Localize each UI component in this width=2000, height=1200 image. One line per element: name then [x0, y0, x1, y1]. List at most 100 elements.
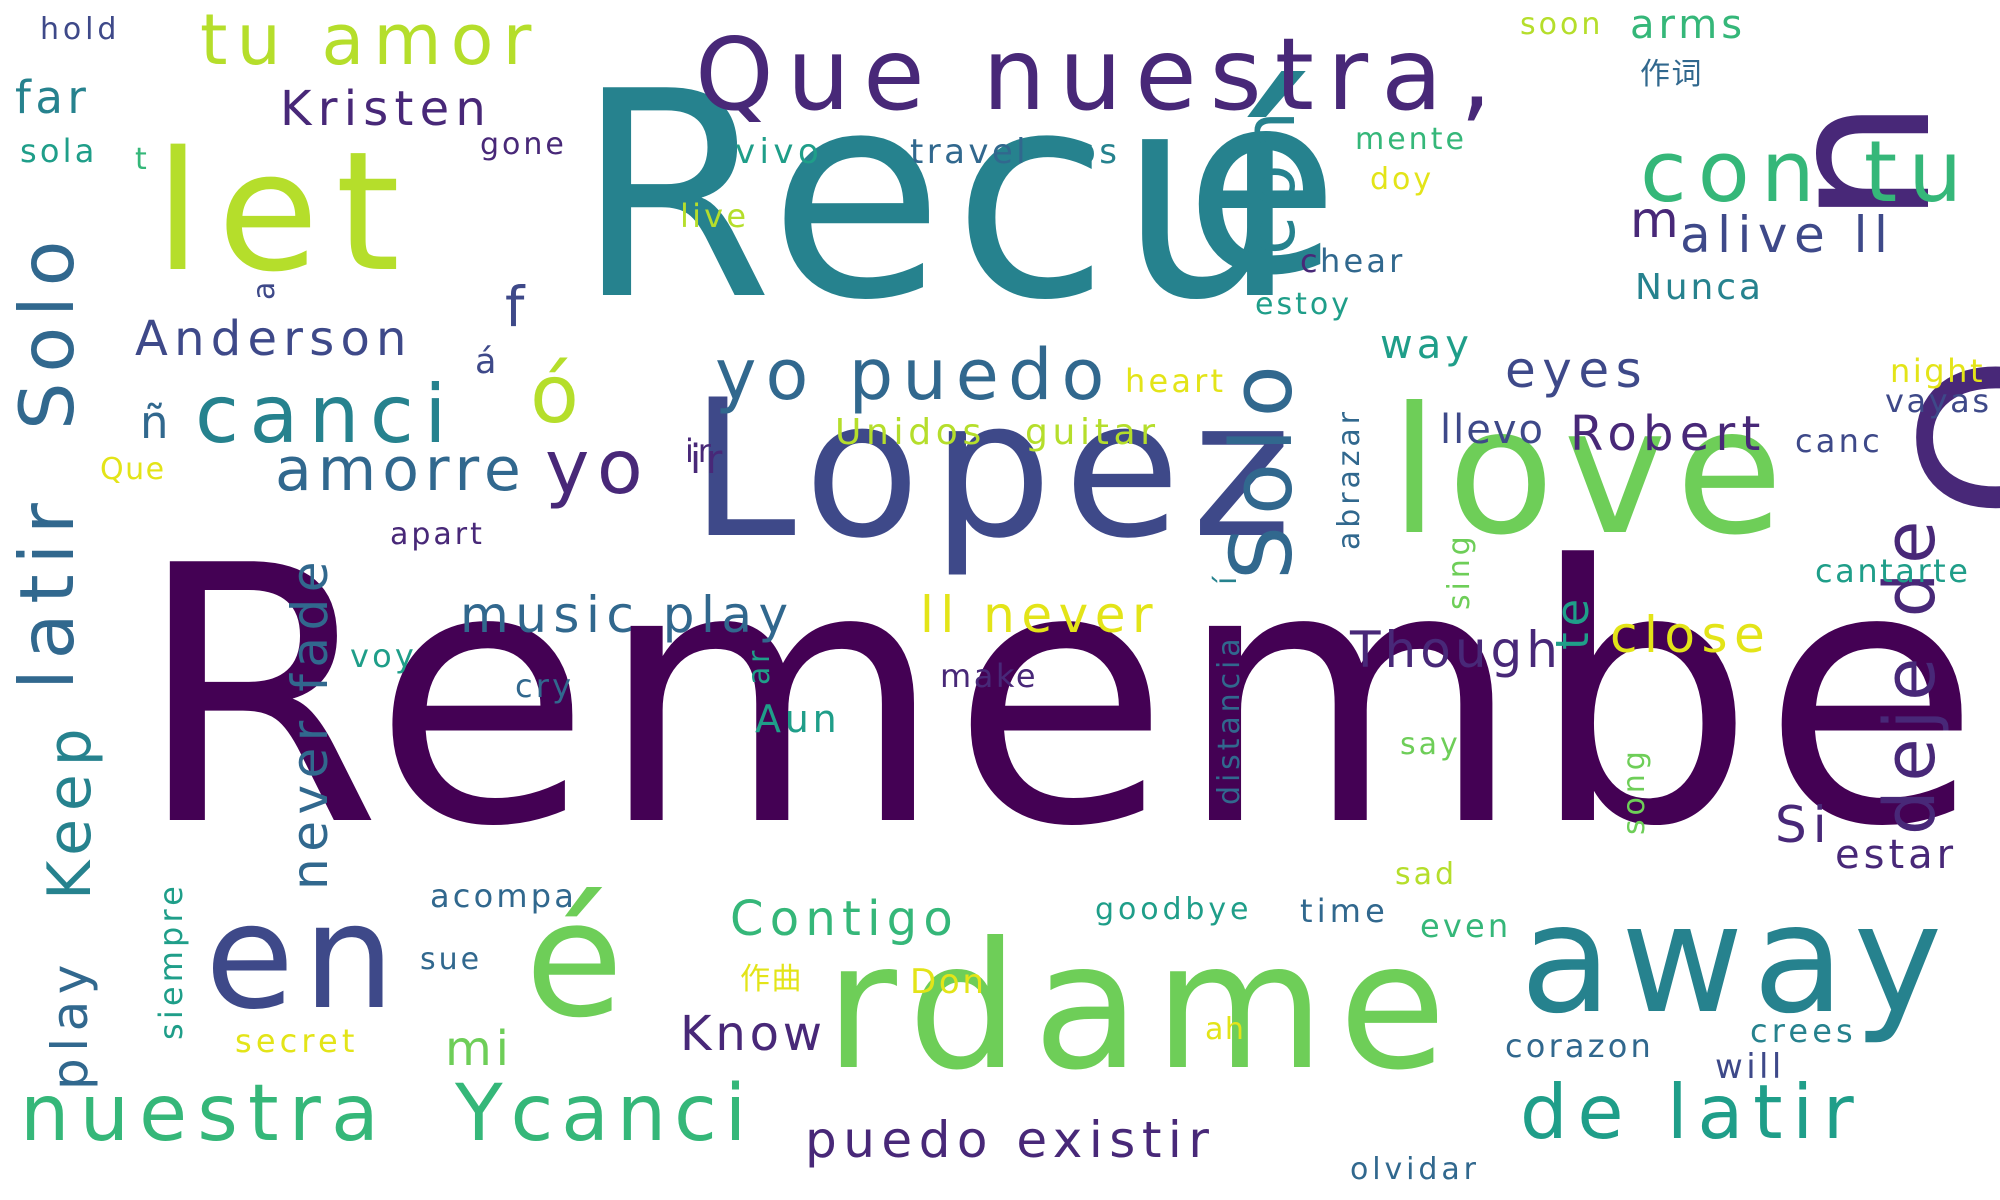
- word-rdame: rdame: [825, 906, 1461, 1109]
- word-yo-puedo: yo puedo: [715, 334, 1114, 416]
- word-soon: soon: [1520, 7, 1604, 42]
- word-t-small: t: [135, 142, 151, 177]
- word-vayas: vayas: [1885, 382, 1992, 420]
- word-aun: Aun: [755, 697, 841, 741]
- word-arms: arms: [1630, 2, 1747, 48]
- word-doy: doy: [1370, 162, 1435, 197]
- word-keep: Keep: [35, 720, 105, 900]
- word-a-accent: á: [475, 342, 501, 382]
- word-ir-small: ir: [685, 432, 715, 470]
- word-way: way: [1380, 322, 1473, 368]
- word-con-tu: con tu: [1640, 123, 1974, 222]
- word-contigo: Contigo: [730, 891, 959, 947]
- word-comma: ,: [1460, 16, 1504, 133]
- word-estoy: estoy: [1255, 287, 1352, 322]
- word-abrazar: abrazar: [1332, 408, 1367, 550]
- word-time: time: [1300, 892, 1389, 930]
- word-solo-left: Solo: [3, 230, 91, 430]
- word-canc: canc: [1795, 422, 1883, 460]
- word-ah: ah: [1205, 1012, 1246, 1047]
- word-sola: sola: [20, 132, 98, 170]
- word-lopez: Lopez: [690, 359, 1303, 580]
- word-robert: Robert: [1570, 406, 1767, 462]
- word-even: even: [1420, 907, 1512, 945]
- word-cry: cry: [515, 667, 575, 705]
- word-far: far: [15, 71, 91, 124]
- word-never-fade: never fade: [281, 555, 339, 890]
- word-m-small: m: [1630, 191, 1685, 249]
- word-voy: voy: [350, 637, 418, 675]
- word-eyes: eyes: [1505, 341, 1649, 399]
- word-recu: Recu: [575, 31, 1308, 363]
- word-yo-mid: yo: [545, 423, 651, 511]
- word-n-tilde: ñ: [140, 396, 174, 449]
- word-don: Don: [910, 962, 987, 1002]
- word-remember: Remember: [135, 490, 2000, 904]
- word-vivo: vivo: [735, 132, 824, 172]
- word-secret: secret: [235, 1022, 359, 1060]
- word-e-accent-mid: é: [525, 866, 643, 1053]
- word-apart: apart: [390, 517, 485, 552]
- word-goodbye: goodbye: [1095, 892, 1253, 927]
- word-say: say: [1400, 727, 1461, 762]
- word-cantarte: cantarte: [1815, 552, 1971, 590]
- word-i-accent: í: [1209, 573, 1244, 585]
- word-anderson: Anderson: [135, 311, 413, 367]
- word-os: os: [1075, 132, 1121, 172]
- word-crees: crees: [1750, 1012, 1857, 1050]
- word-guitar: guitar: [1025, 412, 1160, 453]
- word-nunca: Nunca: [1635, 267, 1764, 308]
- word-nuestra-bottom: nuestra: [20, 1069, 389, 1159]
- word-though: Though: [1350, 621, 1562, 679]
- word-a-small: a: [247, 278, 282, 300]
- word-sad: sad: [1395, 857, 1458, 892]
- word-music-play: music play: [460, 586, 795, 644]
- word-llevo: llevo: [1440, 407, 1545, 453]
- word-e-accent-large: é: [1185, 39, 1369, 330]
- word-will: will: [1715, 1047, 1785, 1087]
- word-heart: heart: [1125, 362, 1227, 400]
- word-si: Si: [1775, 796, 1833, 854]
- word-unidos: Unidos: [835, 412, 986, 453]
- word-canci-top: canci: [195, 368, 457, 461]
- word-en: en: [205, 873, 404, 1042]
- word-close: close: [1610, 606, 1772, 664]
- word-mente: mente: [1355, 122, 1467, 157]
- word-love: love: [1390, 371, 1792, 574]
- word-puedo-existir: puedo existir: [805, 1111, 1216, 1169]
- word-travel: travel: [910, 132, 1030, 172]
- word-gone: gone: [480, 127, 567, 162]
- word-song: song: [1617, 747, 1652, 835]
- word-hold: hold: [40, 12, 121, 47]
- word-away: away: [1520, 873, 1952, 1047]
- word-alive-ll: alive ll: [1680, 206, 1895, 264]
- word-de-latir: de latir: [1520, 1068, 1864, 1156]
- word-sue: sue: [420, 942, 483, 977]
- word-tu-amor: tu amor: [200, 0, 541, 81]
- word-ar-small: ar: [742, 647, 777, 685]
- word-zuoci: 作词: [1640, 57, 1703, 92]
- word-live: live: [680, 197, 750, 235]
- word-kristen: Kristen: [280, 81, 493, 137]
- word-hear: hear: [1320, 242, 1406, 280]
- word-que-small: Que: [100, 452, 166, 487]
- word-let: let: [155, 116, 417, 308]
- word-solo-mid: Solo: [1213, 354, 1312, 580]
- word-f-small: f: [505, 275, 531, 339]
- word-solo-con: con: [1229, 102, 1311, 255]
- word-mi: mi: [445, 1021, 513, 1077]
- word-corazon: corazon: [1505, 1027, 1654, 1065]
- word-latir-left: latir: [3, 493, 91, 690]
- word-zuoqu: 作曲: [740, 962, 803, 997]
- word-olvidar: olvidar: [1350, 1152, 1480, 1187]
- word-distancia: distancia: [1212, 634, 1247, 805]
- word-estar: estar: [1835, 832, 1958, 878]
- word-ll-never: ll never: [920, 586, 1160, 644]
- word-c-small: c: [1300, 242, 1322, 280]
- word-que-nuestra: Que nuestra: [695, 16, 1456, 133]
- word-sing: sing: [1442, 532, 1477, 610]
- word-y-canci: Ycanci: [455, 1069, 755, 1159]
- word-o-accent: ó: [530, 348, 589, 441]
- word-know: Know: [680, 1006, 826, 1062]
